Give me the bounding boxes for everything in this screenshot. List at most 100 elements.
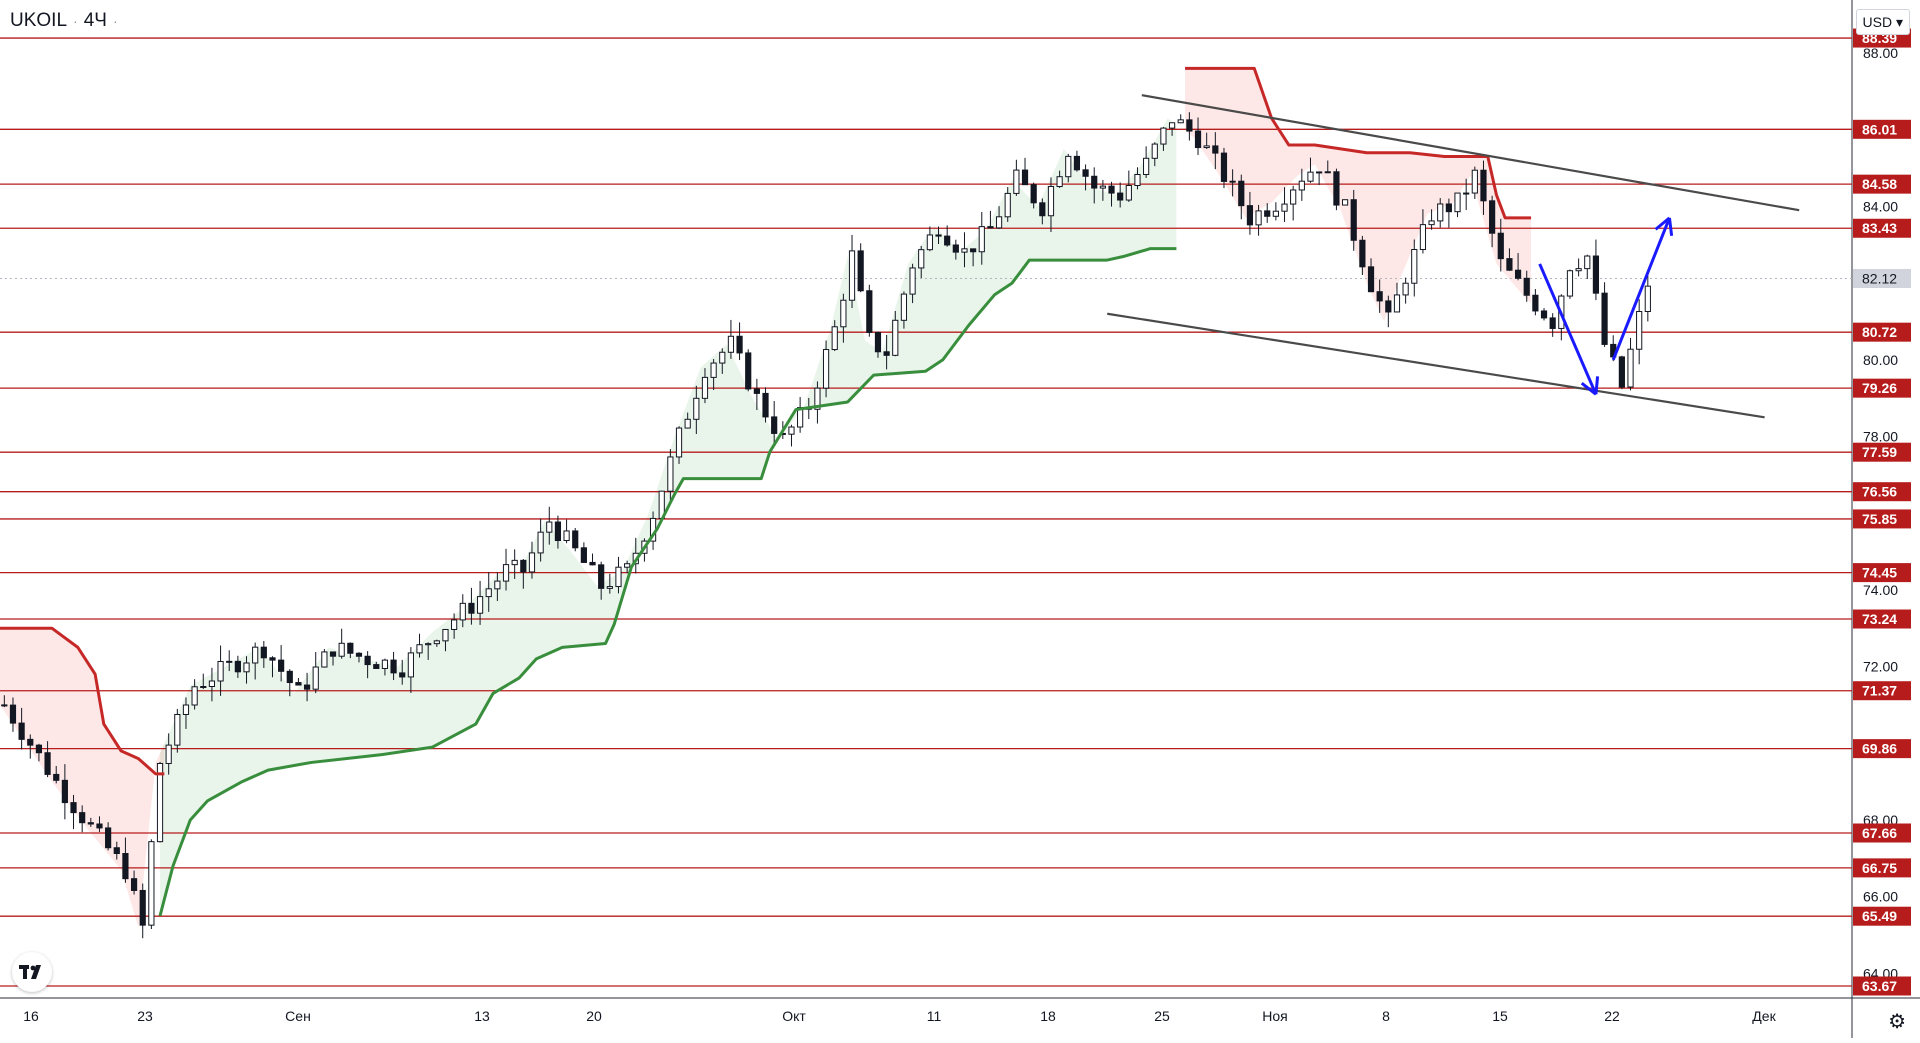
price-level-badge-label: 73.24: [1862, 611, 1897, 627]
price-level-badge[interactable]: [1853, 976, 1911, 996]
candle-body: [70, 802, 77, 814]
candle-body: [1584, 255, 1591, 270]
price-level-badge[interactable]: [1853, 509, 1911, 529]
price-level-badge[interactable]: [1853, 174, 1911, 194]
price-level-badge[interactable]: [1853, 906, 1911, 926]
price-level-badge[interactable]: [1853, 858, 1911, 878]
candle-body: [900, 293, 908, 321]
candle-body: [944, 235, 951, 246]
time-tick-label: 18: [1040, 1008, 1056, 1024]
price-tick-label: 72.00: [1863, 659, 1898, 675]
price-level-badge-label: 65.49: [1862, 908, 1897, 924]
candle-body: [771, 416, 778, 434]
candle-body: [191, 686, 198, 706]
trend-channel-upper-line[interactable]: [1141, 94, 1800, 212]
candle-body: [312, 666, 319, 690]
candle-body: [1316, 171, 1323, 174]
candle-body: [822, 349, 830, 389]
candle-body: [130, 878, 138, 891]
candle-body: [1592, 255, 1600, 294]
candle-body: [451, 619, 458, 630]
candle-body: [269, 657, 276, 661]
candle-body: [1125, 184, 1132, 201]
time-axis[interactable]: [0, 998, 1920, 1038]
current-price-badge: [1853, 268, 1911, 288]
candle-body: [1489, 200, 1496, 234]
candle-body: [347, 642, 354, 654]
candle-body: [1636, 311, 1643, 350]
candle-body: [1073, 155, 1081, 171]
candle-body: [1463, 192, 1470, 195]
candle-body: [1393, 294, 1401, 313]
time-tick-label: 8: [1382, 1008, 1390, 1024]
candle-body: [1168, 122, 1176, 129]
gear-icon[interactable]: ⚙: [1888, 1011, 1906, 1033]
candle-body: [217, 660, 224, 682]
candle-body: [494, 580, 501, 590]
price-level-badge[interactable]: [1853, 739, 1911, 759]
price-level-badge[interactable]: [1853, 322, 1911, 342]
price-level-badge[interactable]: [1853, 218, 1911, 238]
candle-body: [684, 418, 691, 429]
price-level-badge-label: 75.85: [1862, 511, 1897, 527]
candle-body: [208, 680, 216, 687]
price-level-badge[interactable]: [1853, 609, 1911, 629]
candle-body: [1030, 184, 1037, 204]
candle-body: [892, 319, 899, 356]
candle-body: [961, 248, 968, 253]
candle-body: [122, 853, 129, 880]
forecast-arrow-line[interactable]: [1611, 217, 1671, 361]
candle-body: [1566, 270, 1574, 297]
candle-body: [1186, 119, 1193, 132]
candle-body: [1437, 203, 1444, 222]
candle-body: [589, 561, 596, 566]
price-tick-label: 74.00: [1863, 582, 1898, 598]
forecast-arrow-line[interactable]: [1538, 263, 1598, 395]
candle-body: [1039, 202, 1046, 217]
price-level-badge[interactable]: [1853, 482, 1911, 502]
candle-body: [182, 704, 190, 715]
currency-selector[interactable]: USD ▾: [1855, 9, 1910, 35]
candle-body: [1194, 130, 1202, 149]
candle-body: [1264, 210, 1271, 217]
price-level-badge-label: 67.66: [1862, 825, 1897, 841]
price-level-badge[interactable]: [1853, 823, 1911, 843]
tradingview-logo-icon[interactable]: [12, 952, 52, 992]
candle-body: [355, 652, 363, 657]
trend-channel-lower-line[interactable]: [1107, 312, 1765, 419]
time-tick-label: Ноя: [1262, 1008, 1287, 1024]
candle-body: [485, 588, 492, 598]
price-level-badge[interactable]: [1853, 681, 1911, 701]
downtrend-fill: [0, 628, 165, 928]
price-level-badge[interactable]: [1853, 442, 1911, 462]
candle-body: [226, 660, 233, 663]
candle-body: [1480, 169, 1487, 202]
price-level-badge[interactable]: [1853, 378, 1911, 398]
candle-body: [1454, 192, 1461, 213]
candle-body: [675, 427, 683, 458]
candle-body: [1428, 220, 1435, 226]
price-level-badge[interactable]: [1853, 563, 1911, 583]
candle-body: [918, 249, 925, 269]
candle-body: [1549, 317, 1556, 329]
time-tick-label: Сен: [285, 1008, 311, 1024]
candle-body: [1385, 300, 1392, 313]
candle-body: [874, 331, 882, 353]
candle-body: [511, 559, 518, 566]
candle-body: [952, 244, 959, 253]
candle-body: [79, 812, 86, 824]
candle-body: [18, 722, 25, 740]
price-level-badge-label: 84.58: [1862, 176, 1897, 192]
current-price-label: 82.12: [1862, 270, 1897, 286]
trailing-stop-down-line: [0, 626, 165, 776]
candle-body: [1220, 152, 1228, 182]
candle-body: [1324, 171, 1331, 174]
candle-body: [260, 646, 267, 659]
candle-body: [537, 531, 544, 554]
candle-body: [416, 644, 423, 654]
price-level-badge[interactable]: [1853, 119, 1911, 139]
candle-body: [321, 651, 328, 668]
candle-body: [1532, 294, 1539, 312]
